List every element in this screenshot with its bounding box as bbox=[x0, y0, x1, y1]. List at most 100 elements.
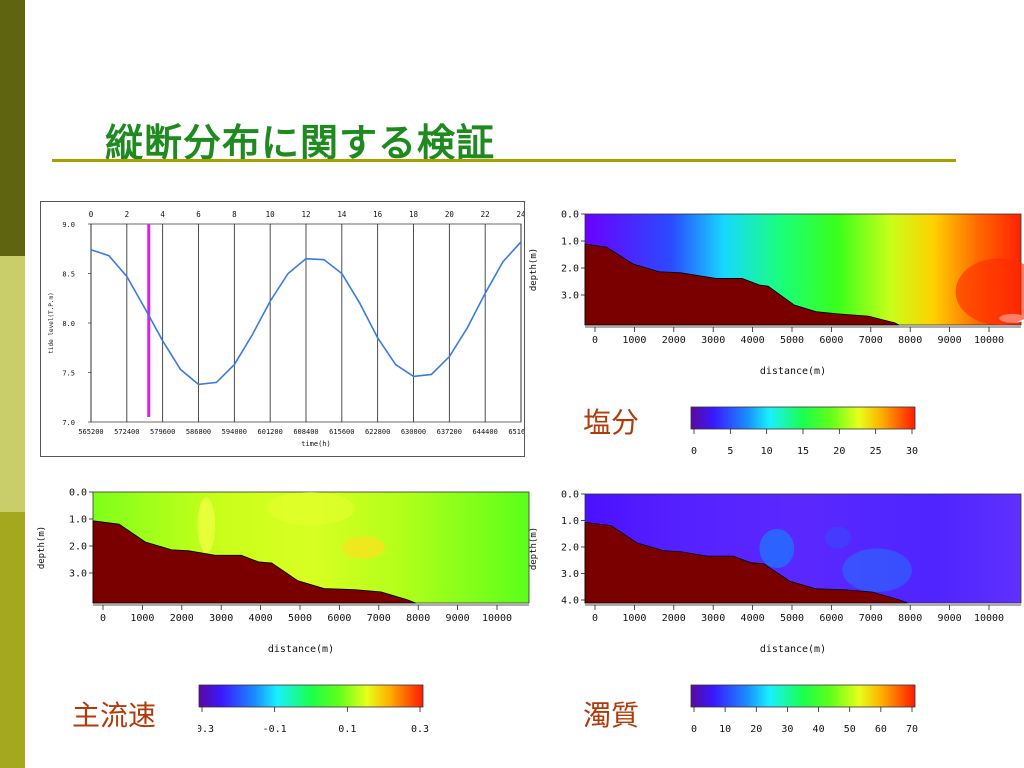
colorbar-tick-label: 20 bbox=[750, 724, 762, 735]
turbidity-legend-name: 濁質 bbox=[583, 699, 640, 732]
distance-tick-label: 7000 bbox=[859, 613, 883, 624]
colorbar-tick-label: -0.3 bbox=[198, 724, 214, 735]
field-patch bbox=[197, 497, 216, 554]
x-axis-label: time(h) bbox=[301, 440, 331, 448]
depth-tick-label: 2.0 bbox=[561, 543, 579, 554]
distance-tick-label: 10000 bbox=[974, 335, 1004, 346]
distance-tick-label: 4000 bbox=[249, 613, 273, 624]
distance-tick-label: 3000 bbox=[701, 335, 725, 346]
distance-tick-label: 1000 bbox=[622, 335, 646, 346]
turbidity-section: 0.0 1.0 2.0 3.0 4.0 depth(m) 0 1000 2000 3000 4000… bbox=[528, 484, 1024, 664]
colorbar bbox=[690, 406, 916, 430]
depth-tick-label: 3.0 bbox=[561, 569, 579, 580]
top-tick-label: 6 bbox=[196, 210, 201, 219]
y-tick-label: 7.5 bbox=[62, 370, 75, 378]
band-light bbox=[0, 256, 25, 512]
distance-tick-label: 10000 bbox=[482, 613, 512, 624]
distance-tick-label: 6000 bbox=[819, 335, 843, 346]
distance-tick-label: 10000 bbox=[974, 613, 1004, 624]
distance-tick-label: 6000 bbox=[819, 613, 843, 624]
distance-tick-label: 8000 bbox=[406, 613, 430, 624]
y-tick-label: 9.0 bbox=[62, 221, 75, 229]
top-tick-label: 18 bbox=[409, 210, 419, 219]
distance-tick-label: 3000 bbox=[209, 613, 233, 624]
depth-tick-label: 3.0 bbox=[561, 291, 579, 302]
field-patch bbox=[824, 526, 851, 549]
colorbar-tick-label: 15 bbox=[797, 446, 809, 457]
field-patch bbox=[341, 536, 386, 559]
distance-tick-label: 1000 bbox=[130, 613, 154, 624]
colorbar-tick-label: 50 bbox=[844, 724, 856, 735]
top-tick-label: 14 bbox=[337, 210, 347, 219]
depth-tick-label: 1.0 bbox=[561, 516, 579, 527]
colorbar-tick-label: 0 bbox=[691, 724, 697, 735]
river-bed bbox=[92, 520, 416, 604]
velocity-colorbar: -0.3 -0.1 0.1 0.3 bbox=[190, 684, 438, 736]
river-bed bbox=[584, 243, 900, 326]
distance-tick-label: 5000 bbox=[780, 613, 804, 624]
top-tick-label: 24 bbox=[516, 210, 524, 219]
title-rule bbox=[52, 159, 956, 162]
distance-tick-label: 1000 bbox=[622, 613, 646, 624]
x-tick-label: 630000 bbox=[401, 428, 426, 436]
salinity-section: 0.0 1.0 2.0 3.0 depth(m) 0 1000 2000 3000 4000 500… bbox=[528, 205, 1024, 385]
x-tick-label: 572400 bbox=[114, 428, 139, 436]
colorbar-tick-label: 60 bbox=[875, 724, 887, 735]
slide-title: 縦断分布に関する検証 bbox=[105, 121, 496, 165]
depth-axis-label: depth(m) bbox=[529, 527, 539, 570]
colorbar-tick-label: 10 bbox=[719, 724, 731, 735]
colorbar-tick-label: -0.1 bbox=[263, 724, 287, 735]
distance-tick-label: 9000 bbox=[446, 613, 470, 624]
distance-tick-label: 5000 bbox=[780, 335, 804, 346]
depth-tick-label: 3.0 bbox=[69, 569, 87, 580]
top-tick-label: 4 bbox=[160, 210, 165, 219]
distance-tick-label: 0 bbox=[592, 335, 598, 346]
colorbar-tick-label: 40 bbox=[813, 724, 825, 735]
velocity-plot: 0.0 1.0 2.0 3.0 depth(m) 0 1000 2000 3000 4000 500… bbox=[37, 488, 530, 655]
x-tick-label: 601200 bbox=[258, 428, 283, 436]
x-tick-label: 608400 bbox=[293, 428, 318, 436]
velocity-section: 0.0 1.0 2.0 3.0 depth(m) 0 1000 2000 3000 4000 500… bbox=[36, 484, 536, 664]
velocity-legend-name: 主流速 bbox=[72, 699, 157, 732]
y-tick-label: 8.0 bbox=[62, 320, 75, 328]
distance-tick-label: 9000 bbox=[938, 613, 962, 624]
depth-axis-label: depth(m) bbox=[529, 248, 539, 291]
colorbar-tick-label: 25 bbox=[870, 446, 882, 457]
field-patch bbox=[267, 492, 355, 526]
distance-axis-label: distance(m) bbox=[760, 366, 826, 377]
colorbar bbox=[198, 684, 424, 708]
river-bed bbox=[584, 521, 908, 604]
distance-tick-label: 2000 bbox=[662, 613, 686, 624]
distance-tick-label: 2000 bbox=[662, 335, 686, 346]
depth-tick-label: 0.0 bbox=[561, 490, 579, 501]
distance-tick-label: 8000 bbox=[898, 613, 922, 624]
field-patch bbox=[842, 548, 912, 593]
distance-tick-label: 7000 bbox=[367, 613, 391, 624]
depth-tick-label: 1.0 bbox=[69, 515, 87, 526]
y-tick-label: 7.0 bbox=[62, 419, 75, 427]
colorbar-tick-label: 20 bbox=[833, 446, 845, 457]
distance-tick-label: 4000 bbox=[741, 335, 765, 346]
top-tick-label: 16 bbox=[373, 210, 383, 219]
depth-tick-label: 2.0 bbox=[561, 264, 579, 275]
colorbar-tick-label: 5 bbox=[727, 446, 733, 457]
colorbar-tick-label: 70 bbox=[906, 724, 918, 735]
distance-tick-label: 4000 bbox=[741, 613, 765, 624]
x-tick-label: 637200 bbox=[437, 428, 462, 436]
depth-tick-label: 2.0 bbox=[69, 542, 87, 553]
top-tick-label: 22 bbox=[481, 210, 490, 219]
band-mid bbox=[0, 512, 25, 768]
top-tick-label: 20 bbox=[445, 210, 455, 219]
colorbar-tick-label: 0.3 bbox=[411, 724, 429, 735]
salinity-plot: 0.0 1.0 2.0 3.0 depth(m) 0 1000 2000 3000 4000 500… bbox=[529, 210, 1024, 377]
top-tick-label: 12 bbox=[301, 210, 310, 219]
x-tick-label: 565200 bbox=[78, 428, 103, 436]
x-tick-label: 644400 bbox=[473, 428, 498, 436]
distance-tick-label: 7000 bbox=[859, 335, 883, 346]
field-patch bbox=[759, 528, 795, 569]
depth-tick-label: 0.0 bbox=[561, 210, 579, 221]
distance-tick-label: 6000 bbox=[327, 613, 351, 624]
distance-tick-label: 5000 bbox=[288, 613, 312, 624]
x-tick-label: 615600 bbox=[329, 428, 354, 436]
depth-tick-label: 0.0 bbox=[69, 488, 87, 499]
